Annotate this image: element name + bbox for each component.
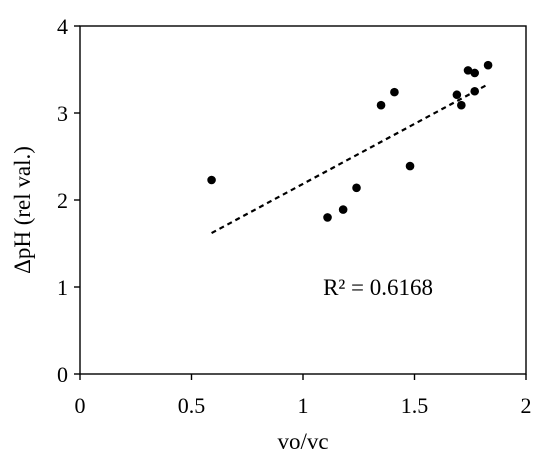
data-point bbox=[452, 90, 462, 100]
x-axis-title: vo/vc bbox=[277, 429, 328, 454]
x-axis-tick-label: 0.5 bbox=[178, 393, 206, 418]
data-point bbox=[352, 183, 361, 193]
data-point bbox=[463, 66, 473, 75]
x-axis-tick-label: 2 bbox=[521, 393, 532, 418]
data-points bbox=[207, 60, 493, 222]
axis-ticks bbox=[74, 25, 527, 380]
y-axis-tick-labels: 0 1 2 3 4 bbox=[57, 14, 68, 387]
data-point bbox=[323, 213, 332, 222]
data-point bbox=[390, 87, 399, 97]
data-point bbox=[405, 161, 415, 171]
x-axis-tick-label: 1 bbox=[298, 393, 309, 418]
y-axis-tick-label: 0 bbox=[57, 362, 68, 387]
x-axis-tick-label: 0 bbox=[75, 393, 86, 418]
trendline bbox=[211, 83, 489, 235]
x-axis-tick-label: 1.5 bbox=[401, 393, 429, 418]
x-axis-tick-labels: 0 0.5 1 1.5 2 bbox=[75, 393, 532, 418]
data-point bbox=[207, 175, 216, 185]
r-squared-annotation: R² = 0.6168 bbox=[323, 275, 433, 300]
y-axis-tick-label: 3 bbox=[57, 101, 68, 126]
data-point bbox=[376, 100, 386, 110]
data-point bbox=[338, 205, 348, 214]
data-point bbox=[470, 86, 480, 96]
y-axis-title: ΔpH (rel val.) bbox=[10, 146, 35, 274]
y-axis-tick-label: 4 bbox=[57, 14, 68, 39]
data-point bbox=[470, 68, 480, 78]
y-axis-tick-label: 2 bbox=[57, 188, 68, 213]
data-point bbox=[457, 100, 466, 110]
data-point bbox=[483, 60, 493, 70]
y-axis-tick-label: 1 bbox=[57, 275, 68, 300]
